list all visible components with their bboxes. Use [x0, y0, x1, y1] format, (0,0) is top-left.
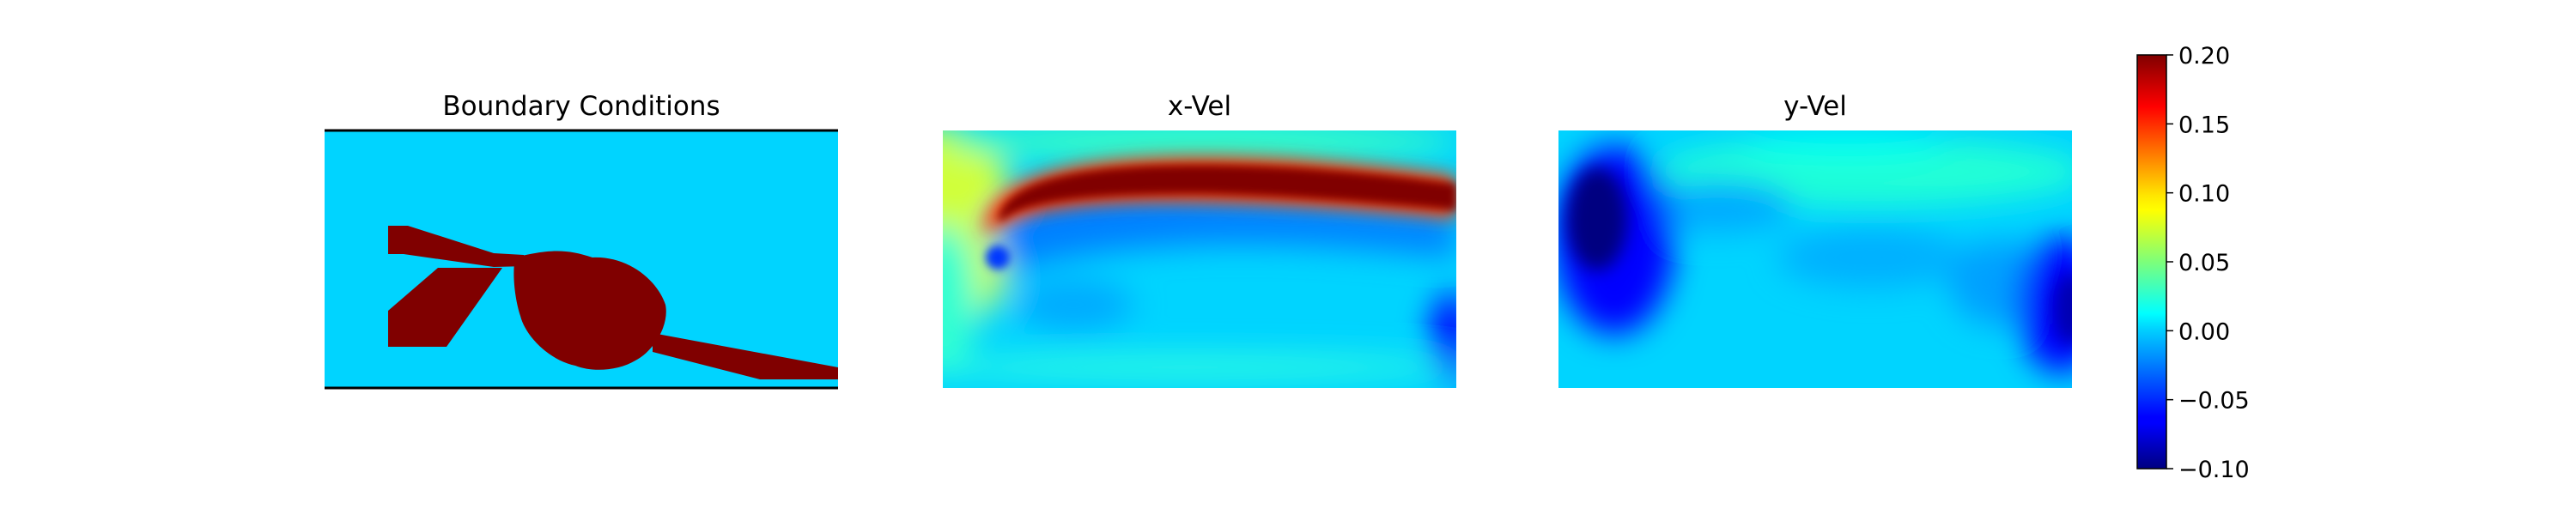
boundary-conditions-title: Boundary Conditions	[442, 91, 720, 122]
colorbar-tick-label: 0.00	[2178, 318, 2230, 345]
boundary-solid-geometry	[388, 226, 838, 379]
x-vel-title: x-Vel	[1168, 91, 1231, 122]
colorbar: 0.20 0.15 0.10 0.05 0.00 −0.05 −0.10	[2136, 43, 2250, 483]
colorbar-tick-label: −0.10	[2178, 457, 2250, 483]
colorbar-tick-label: 0.20	[2178, 43, 2230, 70]
colorbar-tick-label: 0.05	[2178, 250, 2230, 276]
x-vel-panel: x-Vel	[943, 91, 1456, 388]
solid-body-blob	[513, 251, 666, 370]
solid-upper-arm	[388, 226, 528, 267]
colorbar-gradient	[2136, 54, 2167, 470]
solid-lower-fin	[388, 268, 502, 347]
solid-tail-strut	[653, 333, 838, 379]
colorbar-tick-label: −0.05	[2178, 388, 2250, 415]
x-vel-field	[943, 130, 1456, 388]
colorbar-tick-label: 0.10	[2178, 181, 2230, 208]
colorbar-tick-label: 0.15	[2178, 112, 2230, 138]
y-vel-title: y-Vel	[1783, 91, 1847, 122]
y-vel-panel: y-Vel	[1558, 91, 2072, 388]
colorbar-ticks: 0.20 0.15 0.10 0.05 0.00 −0.05 −0.10	[2166, 43, 2250, 483]
boundary-conditions-panel: Boundary Conditions	[325, 91, 838, 390]
y-vel-field	[1558, 130, 2072, 388]
